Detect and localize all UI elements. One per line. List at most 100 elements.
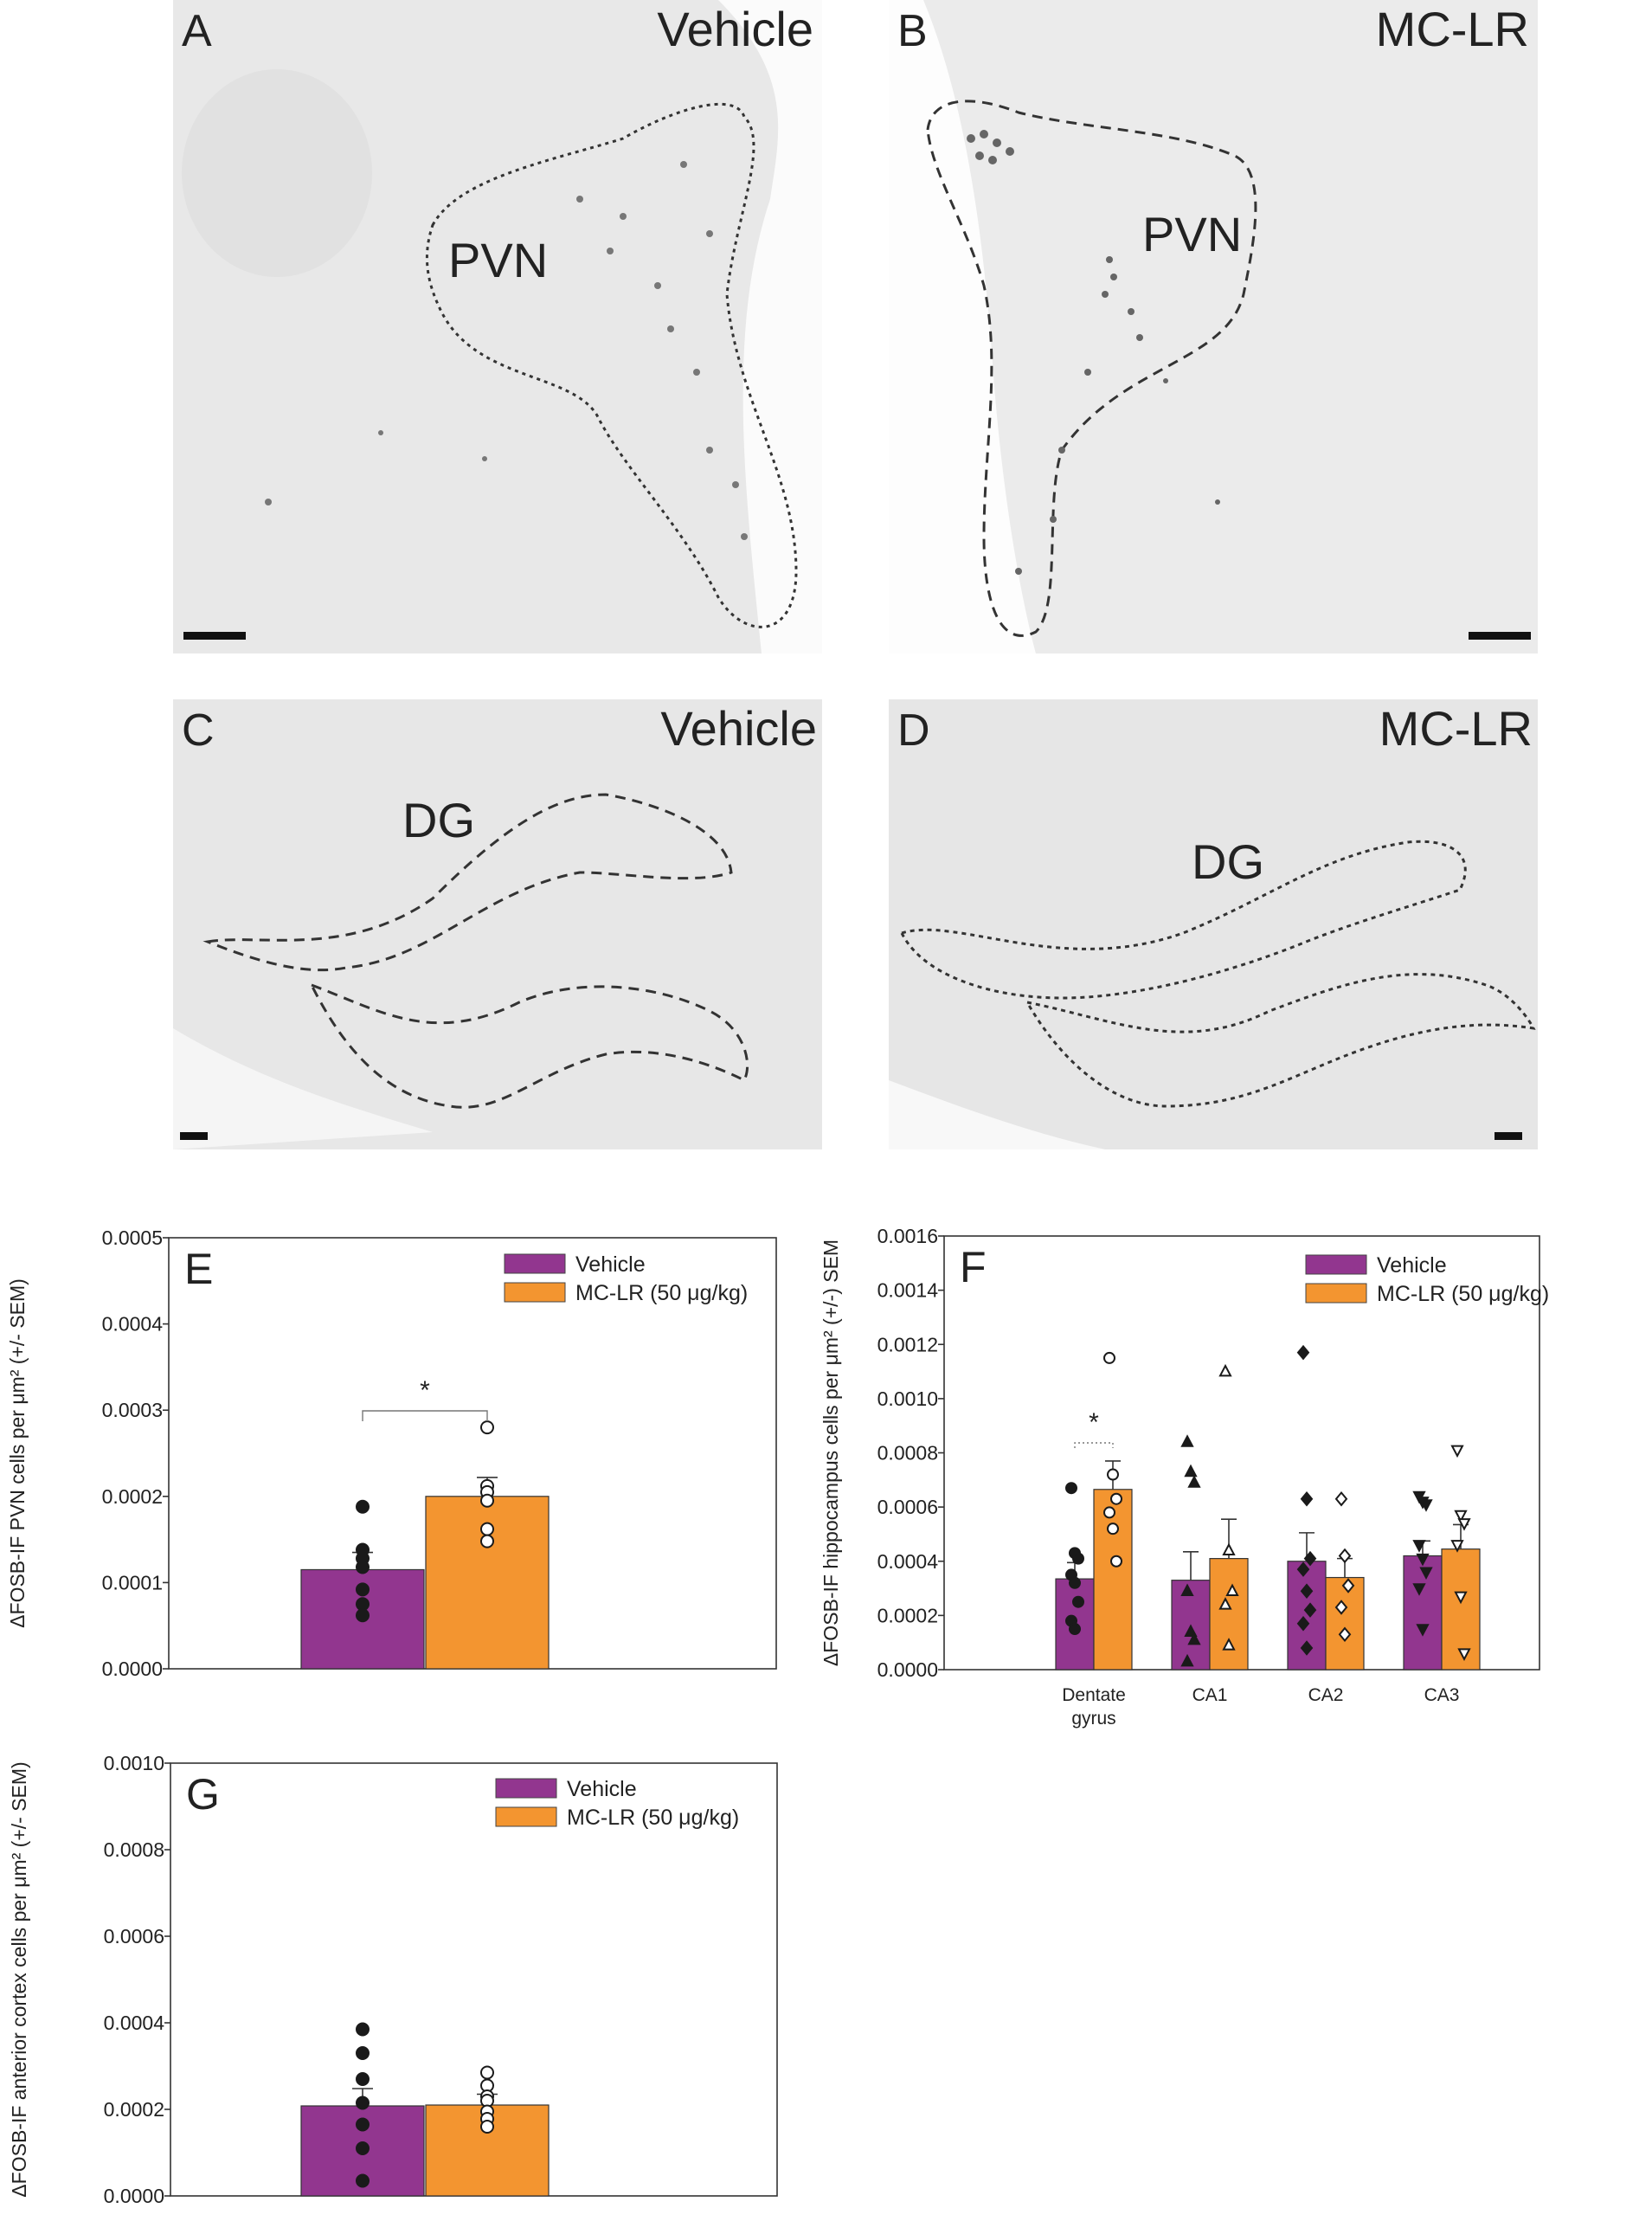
- chart-g-legend-label: MC-LR (50 μg/kg): [567, 1806, 739, 1830]
- chart-e-y-tick-label: 0.0001: [102, 1571, 163, 1593]
- chart-e-y-tick-label: 0.0005: [102, 1226, 163, 1249]
- chart-f-data-point: [1419, 1499, 1433, 1512]
- micrograph-a-image: [173, 0, 822, 653]
- chart-e-legend-label: MC-LR (50 μg/kg): [575, 1281, 748, 1305]
- chart-f-data-point: [1072, 1595, 1084, 1608]
- chart-f-x-tick-label: CA2: [1308, 1685, 1344, 1705]
- chart-e-panel-letter: E: [184, 1245, 213, 1293]
- chart-e-data-point: [356, 1582, 370, 1597]
- chart-f-data-point: [1454, 1510, 1468, 1523]
- chart-f-data-point: [1187, 1475, 1201, 1488]
- dg-outline-d-upper: [899, 840, 1467, 1000]
- chart-f-data-point: [1069, 1576, 1081, 1589]
- treatment-label-d: MC-LR: [1379, 701, 1533, 756]
- chart-f-legend-label: MC-LR (50 μg/kg): [1377, 1282, 1549, 1306]
- chart-f-y-tick-label: 0.0008: [877, 1442, 938, 1465]
- panel-letter-a: A: [182, 6, 212, 56]
- chart-e-y-tick-label: 0.0002: [102, 1485, 163, 1508]
- chart-g-data-point: [356, 2096, 370, 2110]
- chart-g-y-tick-label: 0.0008: [104, 1838, 164, 1861]
- chart-f-data-point: [1225, 1583, 1239, 1596]
- chart-f-y-tick-label: 0.0012: [877, 1333, 938, 1355]
- chart-g-data-point: [356, 2173, 370, 2188]
- micrograph-c: C Vehicle DG: [173, 699, 822, 1149]
- chart-f-y-tick-label: 0.0004: [877, 1550, 939, 1573]
- chart-f-data-point: [1184, 1464, 1198, 1478]
- chart-e-y-axis-label: ΔFOSB-IF PVN cells per μm² (+/- SEM): [6, 1278, 29, 1628]
- chart-e-legend-swatch: [504, 1282, 566, 1303]
- chart-f-y-tick-label: 0.0014: [877, 1279, 939, 1302]
- chart-f-data-point: [1450, 1445, 1464, 1458]
- treatment-label-a: Vehicle: [657, 2, 813, 56]
- treatment-label-b: MC-LR: [1375, 2, 1529, 56]
- chart-g-y-tick-label: 0.0004: [104, 2012, 165, 2034]
- chart-f-data-point: [1222, 1638, 1236, 1651]
- chart-f-y-tick-label: 0.0006: [877, 1496, 938, 1518]
- chart-f-y-tick-label: 0.0002: [877, 1604, 938, 1626]
- chart-f-data-point: [1107, 1468, 1119, 1481]
- chart-f-data-point: [1454, 1591, 1468, 1605]
- micrograph-d: D MC-LR DG: [889, 699, 1538, 1149]
- chart-g-y-tick-label: 0.0002: [104, 2098, 164, 2121]
- panel-letter-c: C: [182, 705, 215, 756]
- chart-g-legend-swatch: [495, 1778, 557, 1799]
- chart-f-panel-letter: F: [960, 1243, 987, 1291]
- chart-f-data-point: [1457, 1518, 1471, 1531]
- dg-outline-c-lower: [308, 982, 749, 1109]
- chart-e-significance-star: *: [420, 1376, 430, 1405]
- chart-f-data-point: [1341, 1578, 1355, 1593]
- dg-outline-c-upper: [202, 793, 733, 972]
- chart-f-bar: [1209, 1558, 1249, 1671]
- micrograph-c-image: [173, 699, 822, 1149]
- region-label-pvn-b: PVN: [1142, 207, 1243, 261]
- chart-e-data-point: [356, 1499, 370, 1514]
- chart-f-data-point: [1103, 1506, 1115, 1519]
- chart-g-legend-label: Vehicle: [567, 1777, 637, 1801]
- chart-f-x-tick-label: CA3: [1424, 1685, 1460, 1705]
- chart-f-data-point: [1338, 1626, 1352, 1643]
- chart-f-data-point: [1450, 1540, 1464, 1553]
- region-label-dg-d: DG: [1192, 834, 1264, 889]
- panel-letter-b: B: [897, 6, 928, 56]
- micrograph-a: A Vehicle PVN: [173, 0, 822, 653]
- chart-g-data-point: [356, 2141, 370, 2155]
- chart-f-data-point: [1184, 1624, 1198, 1637]
- scale-bar-d: [1495, 1132, 1522, 1140]
- chart-f-data-point: [1334, 1600, 1348, 1615]
- dg-outline-d-lower: [1025, 973, 1536, 1108]
- chart-e-data-point: [480, 1493, 494, 1508]
- chart-f-data-point: [1069, 1623, 1081, 1636]
- chart-f-legend-label: Vehicle: [1377, 1253, 1447, 1278]
- chart-f-bar: [1325, 1576, 1365, 1671]
- chart-f-data-point: [1218, 1597, 1232, 1610]
- chart-g-data-point: [356, 2117, 370, 2132]
- chart-e-y-tick-label: 0.0000: [102, 1658, 163, 1680]
- chart-f-data-point: [1110, 1555, 1122, 1568]
- chart-e-data-point: [356, 1560, 370, 1574]
- chart-f-data-point: [1296, 1616, 1310, 1632]
- chart-f-data-point: [1303, 1550, 1317, 1567]
- chart-f-bar: [1403, 1555, 1443, 1671]
- chart-f-significance-bracket: [1074, 1442, 1114, 1448]
- chart-f-x-tick-label: Dentate: [1062, 1685, 1126, 1705]
- chart-g-y-tick-label: 0.0006: [104, 1925, 164, 1948]
- chart-e-data-point: [356, 1597, 370, 1612]
- chart-f-x-tick-label: CA1: [1192, 1685, 1228, 1705]
- chart-e-y-tick-label: 0.0003: [102, 1399, 163, 1421]
- chart-f-data-point: [1072, 1552, 1084, 1565]
- scale-bar-c: [180, 1132, 208, 1140]
- region-label-pvn-a: PVN: [448, 233, 549, 287]
- chart-f-data-point: [1296, 1344, 1310, 1361]
- chart-f-data-point: [1180, 1434, 1194, 1447]
- chart-f-data-point: [1419, 1567, 1433, 1581]
- chart-g-data-point: [356, 2072, 370, 2086]
- scale-bar-a: [183, 632, 246, 640]
- chart-f-x-tick-label: gyrus: [1071, 1709, 1115, 1729]
- chart-f-data-point: [1338, 1548, 1352, 1564]
- chart-f-significance-star: *: [1089, 1408, 1099, 1437]
- micrograph-d-image: [889, 699, 1538, 1149]
- chart-f-data-point: [1300, 1640, 1314, 1656]
- chart-f-data-point: [1457, 1648, 1471, 1661]
- chart-f-data-point: [1300, 1583, 1314, 1599]
